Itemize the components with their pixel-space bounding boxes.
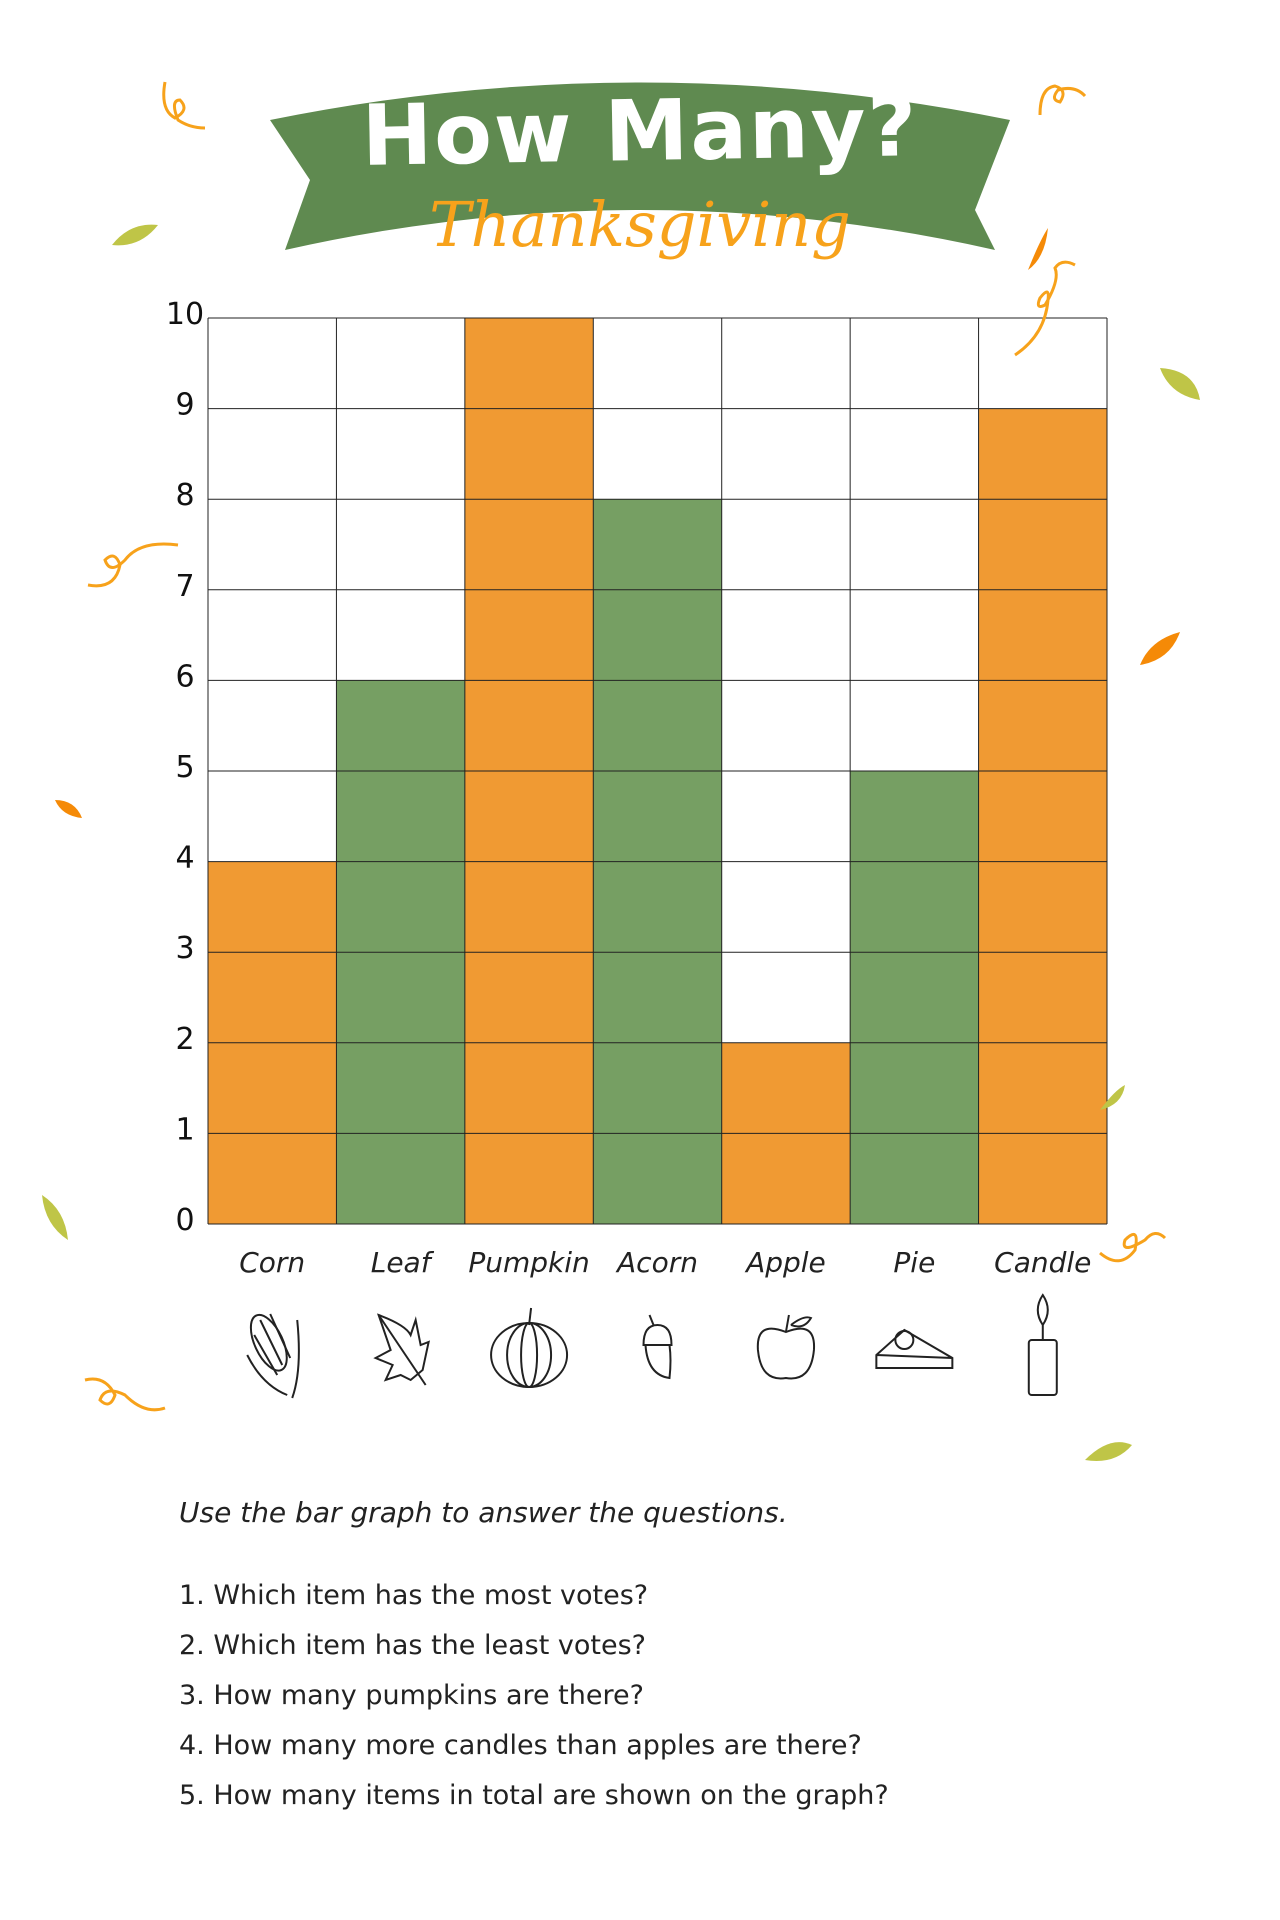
y-tick-label: 7 [175,569,194,604]
swirl-decoration-icon [1099,1232,1167,1263]
question-1: 1. Which item has the most votes? [179,1580,649,1611]
x-tick-label: Pumpkin [468,1246,589,1279]
y-tick-label: 6 [175,659,194,694]
y-tick-label: 8 [175,478,194,513]
apple-icon [756,1314,815,1380]
y-tick-label: 0 [175,1203,194,1238]
pie-icon [875,1328,954,1369]
question-3: 3. How many pumpkins are there? [179,1680,644,1711]
y-tick-label: 3 [175,931,194,966]
x-tick-label: Acorn [615,1246,698,1279]
swirl-decoration-icon [162,81,206,130]
swirl-decoration-icon [87,542,179,588]
leaf-decoration-icon [1100,1085,1125,1110]
y-tick-label: 5 [175,750,194,785]
y-tick-label: 9 [175,388,194,423]
x-tick-label: Leaf [371,1246,435,1279]
y-tick-label: 1 [175,1112,194,1147]
leaf-decoration-icon [1160,368,1200,400]
acorn-icon [642,1314,673,1380]
leaf-decoration-icon [112,224,158,246]
leaf-decoration-icon [1140,632,1180,665]
pumpkin-icon [490,1307,569,1388]
corn-icon [246,1313,300,1399]
x-tick-label: Pie [893,1246,935,1279]
question-2: 2. Which item has the least votes? [179,1630,646,1661]
y-tick-label: 10 [166,297,204,332]
leaf-decoration-icon [55,800,82,818]
y-tick-label: 4 [175,841,194,876]
bar-candle [978,408,1107,1225]
swirl-decoration-icon [1038,84,1087,116]
x-tick-label: Corn [239,1246,305,1279]
leaf-icon [373,1313,431,1386]
x-tick-label: Candle [994,1246,1091,1279]
leaf-decoration-icon [42,1195,68,1240]
candle-icon [1027,1293,1058,1396]
y-tick-label: 2 [175,1022,194,1057]
leaf-decoration-icon [1085,1442,1132,1461]
question-5: 5. How many items in total are shown on … [179,1780,889,1811]
swirl-decoration-icon [1014,260,1076,357]
bar-pie [850,771,979,1224]
bar-chart: 0 1 2 3 4 5 6 7 8 9 10 Corn Leaf Pumpkin Acorn Apple Pie… [166,297,1108,1399]
title-banner [270,82,1010,250]
leaf-decoration-icon [1028,228,1048,270]
instructions: Use the bar graph to answer the question… [179,1496,788,1529]
page-subtitle: Thanksgiving [429,188,851,261]
x-tick-label: Apple [744,1246,826,1279]
swirl-decoration-icon [84,1377,166,1412]
question-4: 4. How many more candles than apples are… [179,1730,862,1761]
